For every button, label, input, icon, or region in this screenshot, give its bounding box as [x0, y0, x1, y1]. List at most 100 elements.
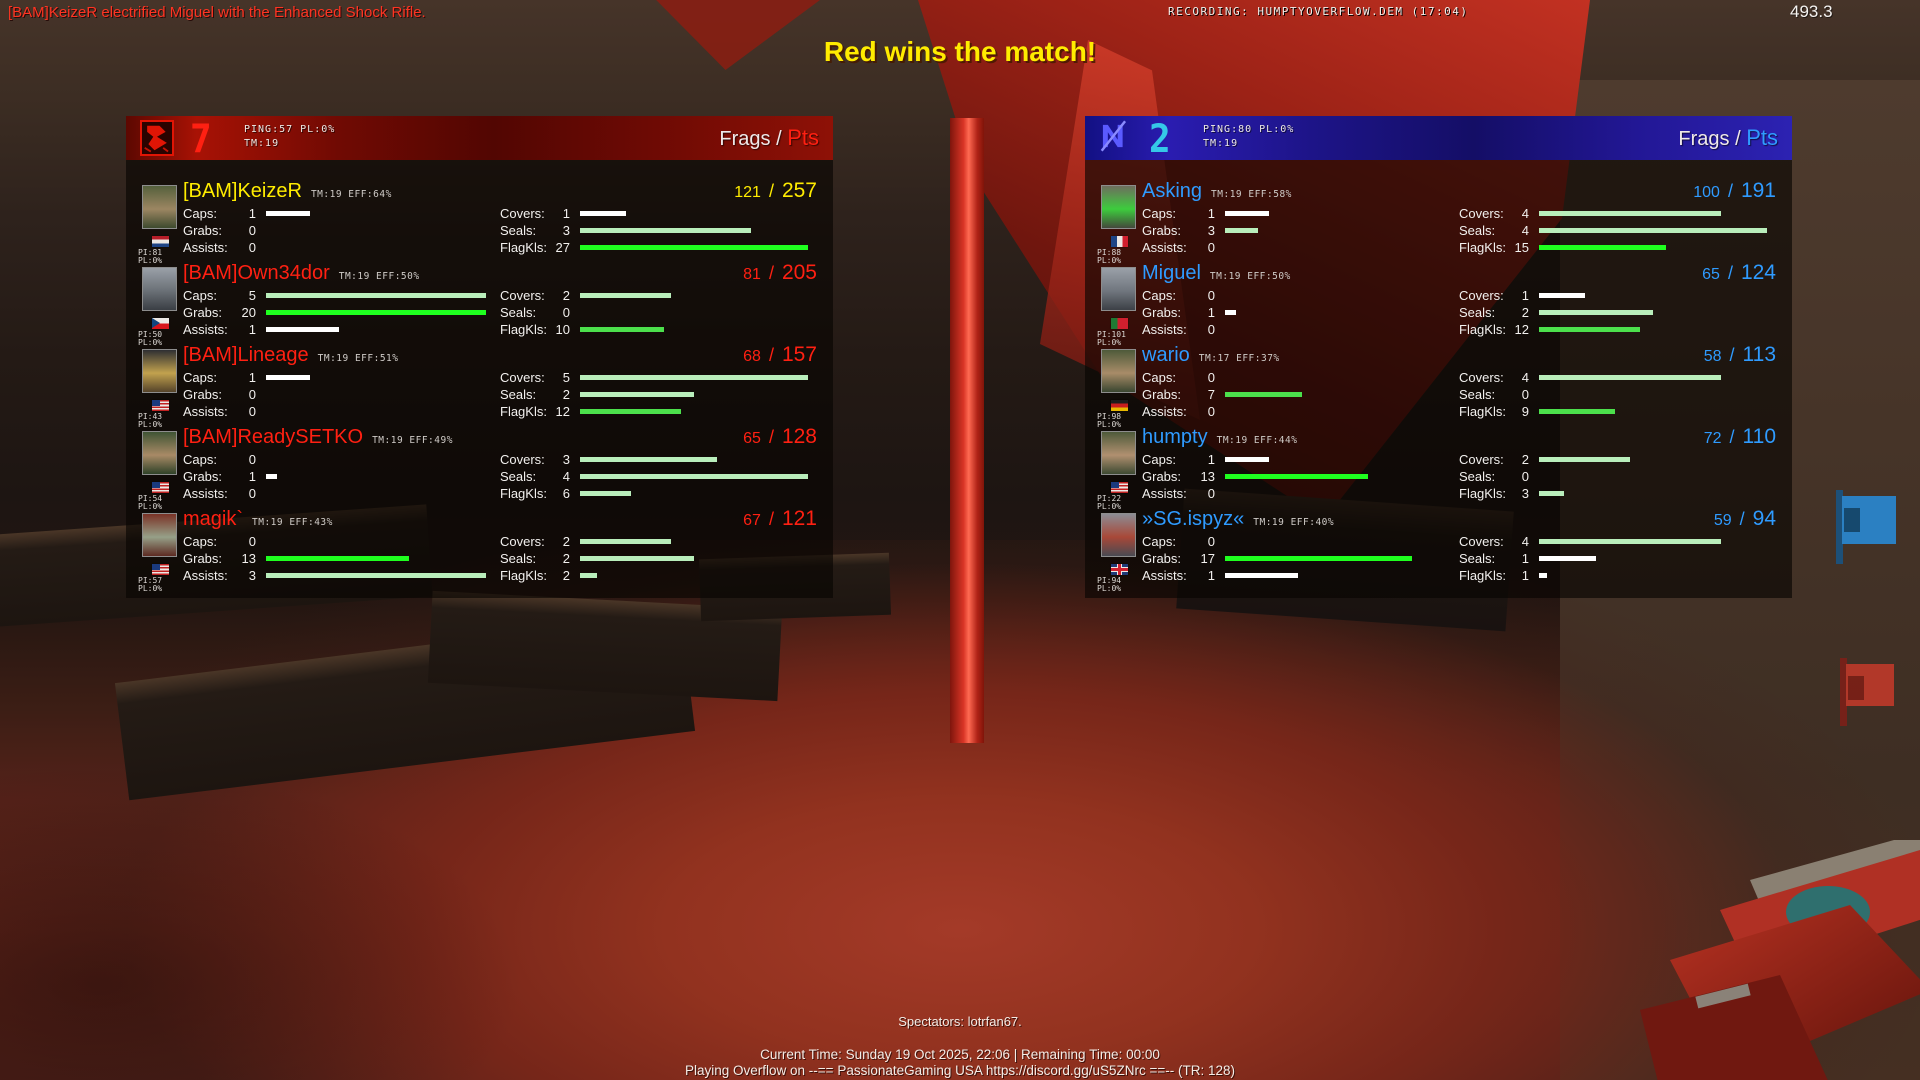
player-avatar	[142, 185, 177, 229]
stat-flagkls: FlagKls: 15	[1459, 240, 1666, 255]
stat-bar	[1539, 228, 1767, 233]
player-pts: 205	[781, 261, 817, 284]
stat-bar	[1225, 310, 1236, 315]
player-avatar	[142, 267, 177, 311]
stat-covers: Covers: 4	[1459, 370, 1721, 385]
player-score: 59 / 94	[1713, 507, 1776, 530]
stat-bar	[266, 327, 339, 332]
player-ping-info: PI:98 PL:0%	[1097, 412, 1122, 429]
player-ping-info: PI:101 PL:0%	[1097, 330, 1126, 347]
player-avatar	[142, 513, 177, 557]
stat-assists: Assists: 0	[1142, 404, 1215, 419]
stat-covers: Covers: 2	[1459, 452, 1630, 467]
player-score: 121 / 257	[734, 179, 817, 202]
stat-grabs: Grabs: 1	[183, 469, 277, 484]
stat-bar	[580, 539, 671, 544]
stat-bar	[1539, 556, 1596, 561]
stat-grabs: Grabs: 1	[1142, 305, 1236, 320]
stat-assists: Assists: 1	[183, 322, 339, 337]
flag-pole	[950, 118, 984, 743]
player-ping-info: PI:88 PL:0%	[1097, 248, 1122, 265]
stat-bar	[266, 211, 310, 216]
stat-grabs: Grabs: 7	[1142, 387, 1302, 402]
stat-flagkls: FlagKls: 1	[1459, 568, 1547, 583]
stat-caps: Caps: 5	[183, 288, 486, 303]
stat-bar	[580, 375, 808, 380]
stat-bar	[266, 310, 486, 315]
stat-bar	[266, 293, 486, 298]
player-name: magik`	[183, 508, 244, 530]
stat-seals: Seals: 3	[500, 223, 751, 238]
player-row: PI:101 PL:0% Miguel TM:19 EFF:50% 65 / 124…	[1085, 258, 1792, 347]
stat-bar	[1539, 409, 1615, 414]
stat-assists: Assists: 0	[1142, 486, 1215, 501]
stat-seals: Seals: 2	[500, 387, 694, 402]
player-row: PI:54 PL:0% [BAM]ReadySETKO TM:19 EFF:49% …	[126, 422, 833, 511]
blue-team-score: 2	[1149, 117, 1171, 163]
player-frags: 65	[1702, 266, 1720, 283]
player-ping-info: PI:94 PL:0%	[1097, 576, 1122, 593]
player-frags: 65	[743, 430, 761, 447]
player-row: PI:81 PL:0% [BAM]KeizeR TM:19 EFF:64% 121 …	[126, 176, 833, 265]
player-row: PI:94 PL:0% »SG.ispyz« TM:19 EFF:40% 59 / …	[1085, 504, 1792, 593]
player-pts: 113	[1742, 343, 1776, 366]
stat-flagkls: FlagKls: 6	[500, 486, 631, 501]
country-flag-icon	[1111, 236, 1128, 247]
player-score: 100 / 191	[1693, 179, 1776, 202]
stat-bar	[1539, 491, 1564, 496]
player-pts: 191	[1740, 179, 1776, 202]
stat-flagkls: FlagKls: 27	[500, 240, 808, 255]
stat-flagkls: FlagKls: 12	[1459, 322, 1640, 337]
player-row: PI:22 PL:0% humpty TM:19 EFF:44% 72 / 110 …	[1085, 422, 1792, 511]
player-name: Miguel	[1142, 262, 1201, 284]
stat-bar	[580, 327, 664, 332]
player-name: [BAM]Own34dor	[183, 262, 330, 284]
player-tm-eff: TM:19 EFF:58%	[1211, 189, 1292, 200]
stat-bar	[580, 245, 808, 250]
player-avatar	[1101, 431, 1136, 475]
player-frags: 72	[1703, 430, 1722, 447]
floor-shadow	[0, 760, 560, 1080]
stat-covers: Covers: 2	[500, 534, 671, 549]
stat-grabs: Grabs: 0	[183, 387, 256, 402]
time-remaining-line: Current Time: Sunday 19 Oct 2025, 22:06 …	[760, 1047, 1160, 1062]
blue-team-rows: PI:88 PL:0% Asking TM:19 EFF:58% 100 / 191…	[1085, 176, 1792, 593]
stat-seals: Seals: 4	[500, 469, 808, 484]
stat-bar	[266, 573, 486, 578]
stat-caps: Caps: 0	[1142, 288, 1215, 303]
stat-bar	[1225, 457, 1269, 462]
player-ping-info: PI:54 PL:0%	[138, 494, 163, 511]
player-name: [BAM]ReadySETKO	[183, 426, 364, 448]
country-flag-icon	[1111, 564, 1128, 575]
stat-flagkls: FlagKls: 10	[500, 322, 664, 337]
stat-caps: Caps: 0	[183, 534, 256, 549]
stat-covers: Covers: 4	[1459, 534, 1721, 549]
stat-bar	[1225, 573, 1298, 578]
player-pts: 124	[1740, 261, 1776, 284]
stat-assists: Assists: 3	[183, 568, 486, 583]
country-flag-icon	[152, 400, 169, 411]
blue-flag-status-icon	[1836, 490, 1900, 564]
stat-seals: Seals: 0	[1459, 469, 1529, 484]
stat-flagkls: FlagKls: 2	[500, 568, 597, 583]
stat-bar	[1539, 245, 1666, 250]
player-name: [BAM]KeizeR	[183, 180, 302, 202]
stat-covers: Covers: 4	[1459, 206, 1721, 221]
kill-feed-message: [BAM]KeizeR electrified Miguel with the …	[8, 4, 426, 21]
player-avatar	[1101, 267, 1136, 311]
player-ping-info: PI:50 PL:0%	[138, 330, 163, 347]
country-flag-icon	[152, 482, 169, 493]
stat-grabs: Grabs: 13	[183, 551, 409, 566]
stat-assists: Assists: 0	[1142, 240, 1215, 255]
stat-seals: Seals: 2	[1459, 305, 1653, 320]
player-pts: 94	[1752, 507, 1776, 530]
stat-bar	[1539, 539, 1721, 544]
player-tm-eff: TM:19 EFF:49%	[372, 435, 453, 446]
stat-seals: Seals: 2	[500, 551, 694, 566]
blue-team-scoreboard: 2 PING:80 PL:0% TM:19 Frags / Pts PI:88 PL…	[1085, 116, 1792, 598]
player-tm-eff: TM:17 EFF:37%	[1198, 353, 1280, 364]
country-flag-icon	[1111, 318, 1128, 329]
stat-bar	[1539, 293, 1585, 298]
player-pts: 257	[781, 179, 817, 202]
player-ping-info: PI:57 PL:0%	[138, 576, 163, 593]
